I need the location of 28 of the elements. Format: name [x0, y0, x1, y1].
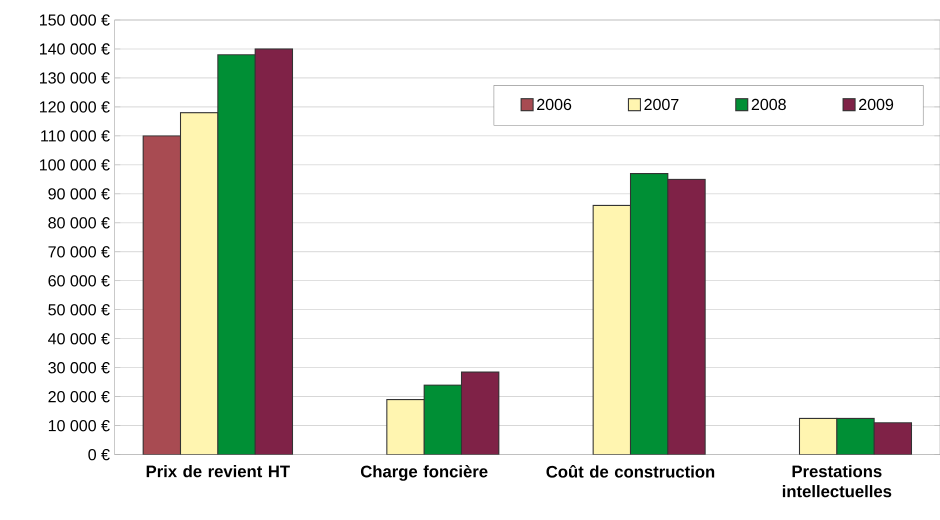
y-tick-label: 130 000 €	[40, 72, 110, 84]
bar	[798, 418, 838, 455]
bar	[386, 399, 425, 455]
bar	[180, 112, 218, 455]
y-tick-label: 100 000 €	[40, 159, 110, 171]
y-tick-label: 20 000 €	[48, 391, 110, 402]
x-tick-label: Coût de construction	[546, 465, 714, 478]
legend-label: 2009	[859, 98, 894, 110]
y-tick-label: 30 000 €	[48, 362, 110, 374]
y-tick-label: 10 000 €	[48, 420, 110, 432]
y-tick-label: 80 000 €	[48, 217, 110, 228]
legend-label: 2007	[644, 98, 678, 110]
y-tick-label: 70 000 €	[48, 246, 110, 258]
y-tick-label: 110 000 €	[41, 130, 110, 142]
y-tick-label: 0 €	[88, 448, 110, 460]
x-tick-label: Prestations intellectuelles	[782, 465, 892, 498]
y-tick-label: 40 000 €	[48, 333, 110, 344]
y-tick-label: 150 000 €	[40, 14, 110, 26]
x-tick-label: Prix de revient HT	[146, 465, 290, 478]
x-tick-label: Charge foncière	[360, 465, 488, 481]
y-tick-label: 60 000 €	[48, 275, 110, 286]
legend-label: 2006	[537, 98, 572, 110]
y-tick-label: 90 000 €	[48, 188, 110, 200]
y-tick-label: 50 000 €	[48, 304, 110, 316]
bar	[592, 204, 632, 455]
y-tick-label: 140 000 €	[40, 43, 110, 55]
y-tick-label: 120 000 €	[40, 101, 110, 113]
legend-label: 2008	[752, 98, 786, 110]
